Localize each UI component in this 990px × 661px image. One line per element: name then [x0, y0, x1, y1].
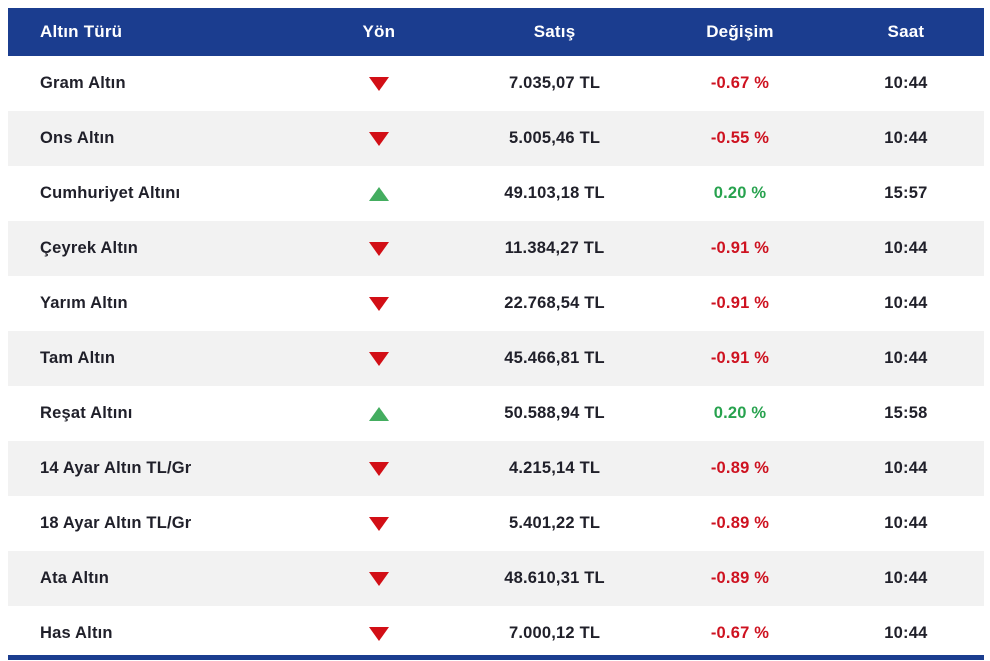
table-header-row: Altın Türü Yön Satış Değişim Saat [8, 8, 984, 56]
gold-type-label: Has Altın [8, 624, 301, 643]
down-arrow-icon [369, 462, 389, 476]
down-arrow-icon [369, 352, 389, 366]
change-percent: -0.67 % [652, 624, 828, 643]
down-arrow-icon [369, 572, 389, 586]
sell-price: 45.466,81 TL [457, 349, 652, 368]
direction-cell [301, 187, 457, 201]
gold-row-10[interactable]: Ata Altın 48.610,31 TL-0.89 %10:44 [8, 551, 984, 606]
column-header-altin-turu: Altın Türü [8, 22, 301, 42]
direction-cell [301, 132, 457, 146]
sell-price: 49.103,18 TL [457, 184, 652, 203]
change-percent: -0.91 % [652, 349, 828, 368]
up-arrow-icon [369, 187, 389, 201]
column-header-yon: Yön [301, 22, 457, 42]
gold-type-label: Ons Altın [8, 129, 301, 148]
up-arrow-icon [369, 407, 389, 421]
gold-row-9[interactable]: 18 Ayar Altın TL/Gr 5.401,22 TL-0.89 %10:… [8, 496, 984, 551]
gold-row-2[interactable]: Ons Altın 5.005,46 TL-0.55 %10:44 [8, 111, 984, 166]
update-time: 10:44 [828, 74, 984, 93]
column-header-satis: Satış [457, 22, 652, 42]
sell-price: 11.384,27 TL [457, 239, 652, 258]
direction-cell [301, 462, 457, 476]
change-percent: 0.20 % [652, 184, 828, 203]
change-percent: -0.91 % [652, 239, 828, 258]
update-time: 10:44 [828, 624, 984, 643]
change-percent: -0.89 % [652, 569, 828, 588]
sell-price: 50.588,94 TL [457, 404, 652, 423]
gold-type-label: Ata Altın [8, 569, 301, 588]
gold-row-8[interactable]: 14 Ayar Altın TL/Gr 4.215,14 TL-0.89 %10:… [8, 441, 984, 496]
update-time: 10:44 [828, 349, 984, 368]
sell-price: 48.610,31 TL [457, 569, 652, 588]
gold-type-label: Cumhuriyet Altını [8, 184, 301, 203]
down-arrow-icon [369, 627, 389, 641]
change-percent: -0.91 % [652, 294, 828, 313]
update-time: 10:44 [828, 129, 984, 148]
update-time: 10:44 [828, 294, 984, 313]
sell-price: 7.000,12 TL [457, 624, 652, 643]
update-time: 10:44 [828, 239, 984, 258]
direction-cell [301, 517, 457, 531]
gold-prices-widget: Altın Türü Yön Satış Değişim Saat Gram A… [8, 8, 984, 661]
column-header-saat: Saat [828, 22, 984, 42]
gold-row-4[interactable]: Çeyrek Altın 11.384,27 TL-0.91 %10:44 [8, 221, 984, 276]
down-arrow-icon [369, 242, 389, 256]
down-arrow-icon [369, 297, 389, 311]
gold-type-label: 14 Ayar Altın TL/Gr [8, 459, 301, 478]
gold-type-label: Yarım Altın [8, 294, 301, 313]
direction-cell [301, 352, 457, 366]
update-time: 15:58 [828, 404, 984, 423]
sell-price: 7.035,07 TL [457, 74, 652, 93]
update-time: 10:44 [828, 459, 984, 478]
sell-price: 5.005,46 TL [457, 129, 652, 148]
update-time: 10:44 [828, 514, 984, 533]
change-percent: -0.67 % [652, 74, 828, 93]
gold-type-label: Tam Altın [8, 349, 301, 368]
change-percent: 0.20 % [652, 404, 828, 423]
gold-type-label: Gram Altın [8, 74, 301, 93]
gold-type-label: 18 Ayar Altın TL/Gr [8, 514, 301, 533]
change-percent: -0.89 % [652, 459, 828, 478]
direction-cell [301, 297, 457, 311]
direction-cell [301, 627, 457, 641]
next-table-header-partial [8, 655, 984, 660]
gold-row-11[interactable]: Has Altın 7.000,12 TL-0.67 %10:44 [8, 606, 984, 661]
direction-cell [301, 572, 457, 586]
update-time: 10:44 [828, 569, 984, 588]
update-time: 15:57 [828, 184, 984, 203]
direction-cell [301, 242, 457, 256]
sell-price: 4.215,14 TL [457, 459, 652, 478]
change-percent: -0.89 % [652, 514, 828, 533]
sell-price: 5.401,22 TL [457, 514, 652, 533]
gold-row-1[interactable]: Gram Altın 7.035,07 TL-0.67 %10:44 [8, 56, 984, 111]
direction-cell [301, 407, 457, 421]
gold-row-5[interactable]: Yarım Altın 22.768,54 TL-0.91 %10:44 [8, 276, 984, 331]
gold-type-label: Reşat Altını [8, 404, 301, 423]
down-arrow-icon [369, 132, 389, 146]
gold-type-label: Çeyrek Altın [8, 239, 301, 258]
change-percent: -0.55 % [652, 129, 828, 148]
direction-cell [301, 77, 457, 91]
down-arrow-icon [369, 517, 389, 531]
column-header-degisim: Değişim [652, 22, 828, 42]
sell-price: 22.768,54 TL [457, 294, 652, 313]
gold-row-6[interactable]: Tam Altın 45.466,81 TL-0.91 %10:44 [8, 331, 984, 386]
down-arrow-icon [369, 77, 389, 91]
